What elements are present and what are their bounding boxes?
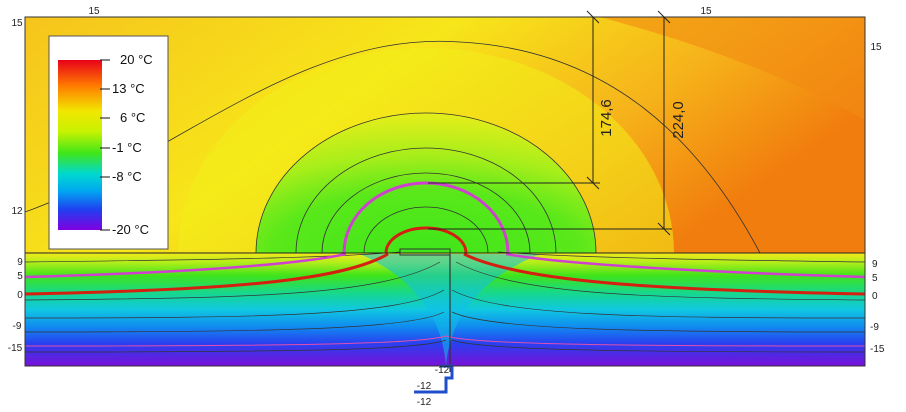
dim-tick bbox=[586, 176, 600, 190]
isotherm-red-soil-right bbox=[463, 252, 866, 296]
label-top-left: 15 bbox=[88, 6, 100, 17]
label-left-5: 5 bbox=[17, 271, 23, 282]
label-left-top: 15 bbox=[11, 18, 23, 29]
isotherm-arc bbox=[255, 112, 597, 254]
label-left-mid: 12 bbox=[11, 206, 23, 217]
isotherm-pink-bottom bbox=[24, 335, 866, 347]
soil-isotherm bbox=[451, 289, 866, 319]
label-top-right: 15 bbox=[700, 6, 712, 17]
pipe-outline bbox=[399, 248, 451, 256]
dim-label-inner: 174,6 bbox=[598, 99, 615, 137]
dim-label-outer: 224,0 bbox=[670, 101, 687, 139]
legend-label-minus20: -20 °C bbox=[112, 222, 149, 237]
soil-isotherm bbox=[24, 339, 447, 353]
soil-isotherm bbox=[455, 261, 866, 301]
legend-label-minus1: -1 °C bbox=[112, 140, 142, 155]
label-left-9: 9 bbox=[17, 257, 23, 268]
label-right-5: 5 bbox=[872, 273, 878, 284]
label-bottom-low: -12 bbox=[417, 397, 432, 408]
legend-label-6: 6 °C bbox=[120, 110, 145, 125]
warm-corner-region bbox=[600, 17, 865, 120]
label-right-upper: 15 bbox=[870, 42, 882, 53]
domain-frame bbox=[24, 16, 866, 367]
label-bottom-mid: -12 bbox=[417, 381, 432, 392]
label-left-0: 0 bbox=[17, 290, 23, 301]
soil-isotherm bbox=[24, 311, 445, 333]
soil-isotherm bbox=[451, 339, 866, 353]
isotherm-magenta-soil-right bbox=[505, 252, 866, 279]
label-left-minus9: -9 bbox=[13, 321, 22, 332]
label-right-minus9: -9 bbox=[870, 322, 879, 333]
soil-isotherm bbox=[497, 251, 866, 263]
isotherm-magenta-soil-left bbox=[24, 252, 347, 279]
soil-isotherm bbox=[24, 261, 441, 301]
soil-isotherm bbox=[24, 251, 401, 263]
legend-color-bar bbox=[58, 60, 102, 230]
isotherm-arc bbox=[295, 147, 557, 254]
legend-label-20: 20 °C bbox=[120, 52, 153, 67]
label-right-9: 9 bbox=[872, 259, 878, 270]
label-right-minus15: -15 bbox=[870, 344, 885, 355]
soil-isotherm bbox=[24, 289, 445, 319]
isotherm-red-dome bbox=[384, 226, 468, 254]
dim-tick bbox=[586, 10, 600, 24]
dim-tick bbox=[657, 10, 671, 24]
temperature-legend: 20 °C 13 °C 6 °C -1 °C -8 °C -20 °C bbox=[48, 35, 169, 250]
label-left-minus15: -15 bbox=[8, 343, 23, 354]
isotherm-red-soil-left bbox=[24, 252, 389, 296]
isotherm-arc bbox=[363, 206, 489, 254]
legend-label-minus8: -8 °C bbox=[112, 169, 142, 184]
label-right-0: 0 bbox=[872, 291, 878, 302]
isotherm-magenta-dome bbox=[342, 181, 510, 254]
dim-tick bbox=[657, 222, 671, 236]
label-bottom-pipe: -12 bbox=[435, 365, 450, 376]
legend-label-13: 13 °C bbox=[112, 81, 145, 96]
soil-isotherm bbox=[451, 311, 866, 333]
isotherm-arc bbox=[321, 172, 531, 254]
